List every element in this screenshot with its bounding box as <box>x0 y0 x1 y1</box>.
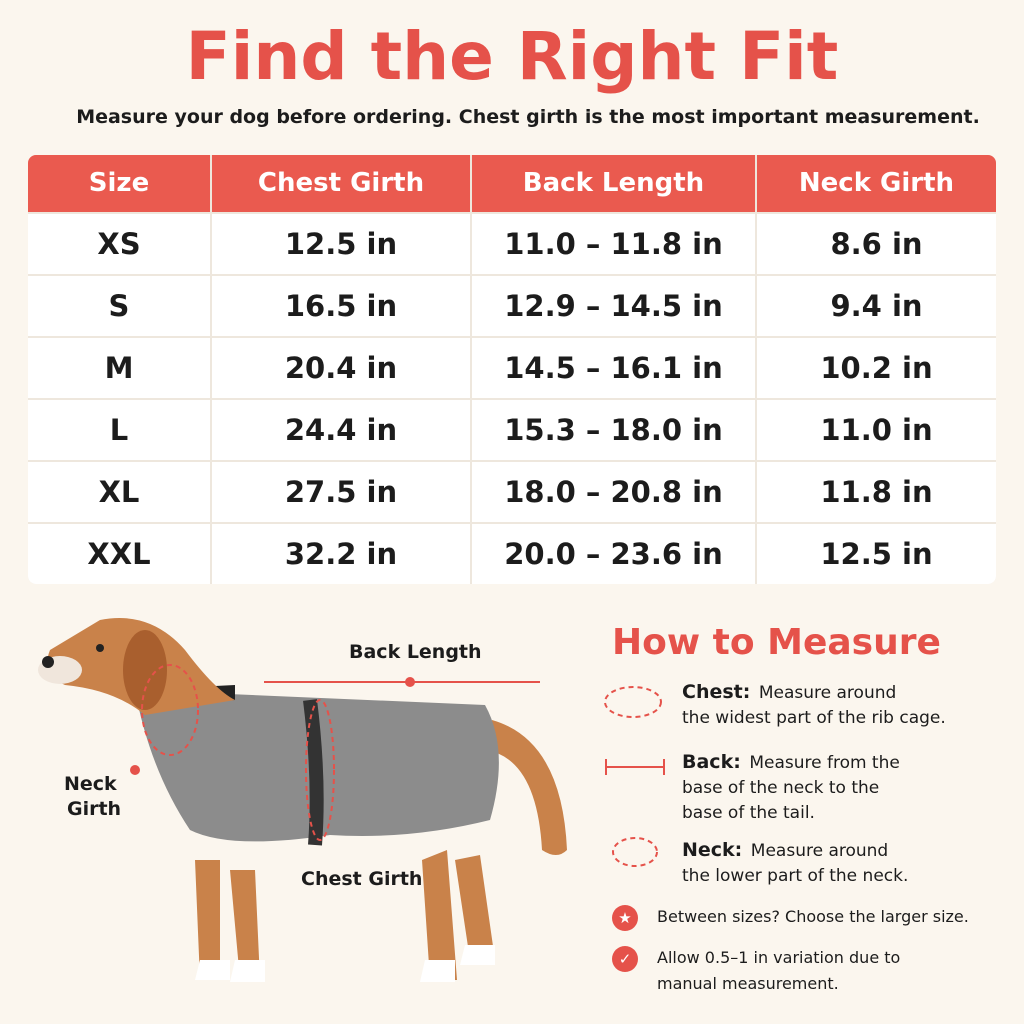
measure-item: Neck: Measure around the lower part of th… <box>682 838 908 889</box>
neck-girth-label: Girth <box>67 798 122 820</box>
note: Between sizes? Choose the larger size. <box>657 904 969 930</box>
back-length-label: Back Length <box>349 641 482 663</box>
table-cell: 9.4 in <box>757 276 996 336</box>
note-text: Between sizes? Choose the larger size. <box>657 907 969 926</box>
measure-text: Measure around <box>750 841 889 861</box>
measure-line: Neck: Measure around <box>682 838 908 864</box>
neck-girth-label: Neck <box>64 773 117 795</box>
measure-item: Back: Measure from the base of the neck t… <box>682 750 900 826</box>
measure-label: Chest: <box>682 681 751 703</box>
title: Find the Right Fit <box>185 18 839 95</box>
measure-text: the lower part of the neck. <box>682 866 909 886</box>
table-cell: M <box>28 338 210 398</box>
measure-label: Neck: <box>682 839 743 861</box>
note-text: manual measurement. <box>657 974 839 993</box>
table-cell: XL <box>28 462 210 522</box>
table-cell: XS <box>28 214 210 274</box>
note-icon: ★ <box>612 905 638 931</box>
column-header: Neck Girth <box>757 155 996 212</box>
table-cell: 12.9 – 14.5 in <box>472 276 755 336</box>
column-header: Chest Girth <box>212 155 470 212</box>
measure-text: the widest part of the rib cage. <box>682 708 946 728</box>
table-cell: 18.0 – 20.8 in <box>472 462 755 522</box>
table-cell: 10.2 in <box>757 338 996 398</box>
measure-icons <box>604 686 665 867</box>
measure-text: base of the tail. <box>682 803 815 823</box>
table-cell: S <box>28 276 210 336</box>
chest-girth-label: Chest Girth <box>301 868 423 890</box>
table-cell: 32.2 in <box>212 524 470 584</box>
table-cell: 8.6 in <box>757 214 996 274</box>
table-cell: XXL <box>28 524 210 584</box>
column-header: Size <box>28 155 210 212</box>
table-cell: 24.4 in <box>212 400 470 460</box>
table-cell: L <box>28 400 210 460</box>
table-cell: 12.5 in <box>757 524 996 584</box>
table-cell: 15.3 – 18.0 in <box>472 400 755 460</box>
note-text: Allow 0.5–1 in variation due to <box>657 948 901 967</box>
table-cell: 11.0 – 11.8 in <box>472 214 755 274</box>
measure-text: base of the neck to the <box>682 778 880 798</box>
measure-line: Chest: Measure around <box>682 680 946 706</box>
measure-label: Back: <box>682 751 741 773</box>
measure-line: Back: Measure from the <box>682 750 900 776</box>
note: Allow 0.5–1 in variation due to manual me… <box>657 945 900 997</box>
table-cell: 20.4 in <box>212 338 470 398</box>
table-cell: 14.5 – 16.1 in <box>472 338 755 398</box>
table-cell: 16.5 in <box>212 276 470 336</box>
measure-text: Measure from the <box>749 753 900 773</box>
table-cell: 27.5 in <box>212 462 470 522</box>
measure-item: Chest: Measure around the widest part of … <box>682 680 946 731</box>
note-icon: ✓ <box>612 946 638 972</box>
table-cell: 11.8 in <box>757 462 996 522</box>
size-table: Size Chest Girth Back Length Neck Girth XS 12… <box>28 155 996 584</box>
table-cell: 12.5 in <box>212 214 470 274</box>
subtitle: Measure your dog before ordering. Chest … <box>76 106 980 128</box>
how-to-title: How to Measure <box>612 622 941 663</box>
table-cell: 20.0 – 23.6 in <box>472 524 755 584</box>
dog-illustration <box>38 618 567 982</box>
measure-text: Measure around <box>758 683 897 703</box>
column-header: Back Length <box>472 155 755 212</box>
table-cell: 11.0 in <box>757 400 996 460</box>
